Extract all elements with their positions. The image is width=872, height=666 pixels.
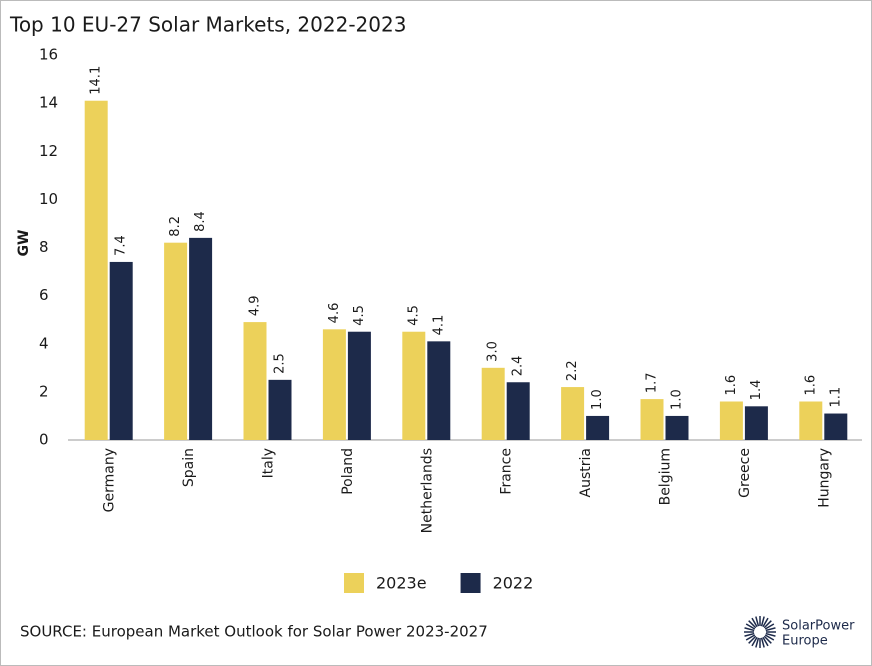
- legend-label: 2023e: [376, 574, 427, 593]
- logo-ray: [748, 620, 757, 629]
- bar: [84, 100, 108, 440]
- bar: [402, 331, 426, 440]
- x-tick-label: Hungary: [816, 448, 832, 508]
- value-label: 1.0: [590, 389, 605, 410]
- value-label: 4.9: [248, 295, 263, 316]
- logo-text: SolarPower: [782, 619, 855, 634]
- y-tick-label: 6: [39, 286, 49, 304]
- bar: [347, 331, 371, 440]
- y-tick-label: 4: [39, 334, 49, 352]
- x-tick-label: Spain: [181, 448, 197, 487]
- logo-text: Europe: [782, 634, 828, 649]
- logo-ray: [764, 634, 775, 641]
- bar: [799, 401, 823, 440]
- legend-swatch: [460, 573, 481, 593]
- y-tick-label: 16: [39, 46, 58, 64]
- x-tick-label: Italy: [261, 448, 277, 478]
- value-label: 1.0: [670, 389, 685, 410]
- logo-ray: [760, 637, 765, 648]
- logo-icon: [744, 616, 776, 648]
- x-tick-label: Austria: [578, 448, 594, 497]
- value-label: 2.5: [273, 353, 288, 374]
- y-tick-label: 8: [39, 238, 49, 256]
- bar: [586, 415, 610, 440]
- logo-ray: [744, 627, 755, 632]
- value-label: 4.6: [327, 303, 342, 324]
- value-label: 8.4: [193, 211, 208, 232]
- logo-ray: [762, 636, 769, 647]
- value-label: 1.1: [828, 387, 843, 408]
- x-tick-label: Greece: [737, 448, 753, 498]
- value-label: 4.1: [431, 315, 446, 336]
- logo-ray: [745, 634, 756, 641]
- value-label: 1.7: [645, 372, 660, 393]
- bar: [427, 341, 451, 440]
- bar: [164, 242, 188, 440]
- value-label: 2.4: [511, 356, 526, 377]
- bar: [824, 413, 848, 440]
- logo-ray: [755, 637, 760, 648]
- logo-ray: [745, 623, 756, 630]
- logo-ray: [760, 616, 765, 627]
- value-label: 7.4: [114, 235, 129, 256]
- logo-ray: [765, 627, 776, 632]
- logo-ray: [765, 632, 776, 637]
- y-tick-label: 12: [39, 142, 58, 160]
- x-tick-label: Poland: [340, 448, 356, 495]
- value-label: 4.5: [406, 305, 421, 326]
- logo-ray: [751, 617, 758, 628]
- legend-swatch: [344, 573, 364, 593]
- bar: [243, 322, 267, 440]
- logo-ray: [763, 635, 772, 644]
- logo-ray: [748, 635, 757, 644]
- bar: [322, 329, 346, 440]
- logo-ray: [764, 623, 775, 630]
- value-label: 4.5: [352, 305, 367, 326]
- logo-ray: [763, 620, 772, 629]
- x-tick-label: Belgium: [658, 448, 674, 505]
- bar: [481, 367, 505, 440]
- y-tick-label: 14: [39, 94, 58, 112]
- y-tick-label: 10: [39, 190, 58, 208]
- bar: [109, 261, 133, 440]
- logo-ray: [762, 617, 769, 628]
- bar: [268, 379, 292, 440]
- bar: [506, 382, 530, 440]
- logo-ray: [751, 636, 758, 647]
- y-axis-label: GW: [16, 230, 32, 257]
- value-label: 1.4: [749, 380, 764, 401]
- value-label: 1.6: [724, 375, 739, 396]
- legend-label: 2022: [493, 574, 534, 593]
- bar: [744, 406, 768, 440]
- logo-ray: [755, 616, 760, 627]
- value-label: 3.0: [486, 341, 501, 362]
- bar: [665, 415, 689, 440]
- y-tick-label: 0: [39, 431, 49, 449]
- x-tick-label: Germany: [102, 448, 118, 512]
- value-label: 2.2: [565, 360, 580, 381]
- bar: [640, 399, 664, 440]
- x-tick-label: Netherlands: [419, 448, 435, 533]
- value-label: 8.2: [168, 216, 183, 237]
- y-tick-label: 2: [39, 382, 49, 400]
- value-label: 14.1: [89, 66, 104, 95]
- value-label: 1.6: [803, 375, 818, 396]
- bar: [719, 401, 743, 440]
- bar: [189, 237, 213, 440]
- bar: [561, 387, 585, 440]
- source: SOURCE: European Market Outlook for Sola…: [20, 623, 488, 641]
- logo-ray: [744, 632, 755, 637]
- chart-title: Top 10 EU-27 Solar Markets, 2022-2023: [9, 13, 406, 37]
- x-tick-label: France: [499, 448, 515, 495]
